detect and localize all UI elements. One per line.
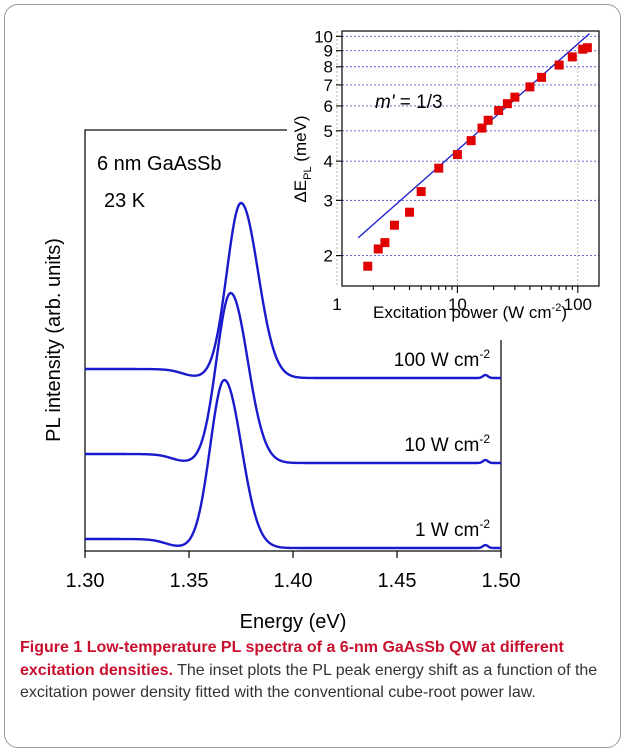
inset-data-point [434,163,444,173]
inset-data-point [466,136,476,146]
main-x-axis-label: Energy (eV) [240,611,347,632]
main-x-tick-label: 1.30 [66,570,105,592]
main-x-ticks: 1.30 1.35 1.40 1.45 1.50 [66,551,521,592]
fit-line [357,33,590,239]
main-x-tick-label: 1.35 [170,570,209,592]
series-label: 10 W cm-2 [404,432,490,456]
series-label: 1 W cm-2 [415,517,490,541]
inset-x-tick-label: 100 [564,295,592,314]
inset-y-tick-label: 6 [324,97,333,116]
caption-title: Low-temperature PL spectra of a 6-nm GaA… [20,639,564,679]
inset-data-point [510,92,520,102]
main-series-labels: 100 W cm-2 10 W cm-2 1 W cm-2 [394,347,491,541]
inset-y-tick-label: 5 [324,122,333,141]
main-x-tick-label: 1.50 [482,570,521,592]
inset-data-point [525,82,535,92]
inset-data-point [537,72,547,82]
inset-data-point [567,52,577,62]
caption-body: The inset plots the PL peak energy shift… [20,661,598,702]
inset-data-point [389,220,399,230]
main-x-tick-label: 1.40 [274,570,313,592]
series-label: 100 W cm-2 [394,347,491,371]
spectrum-curve [84,201,502,380]
slope-annotation: m' = 1/3 [375,92,443,113]
inset-data-point [582,43,592,53]
spectrum-curve [84,378,502,550]
inset-y-axis-label: ΔEPL (meV) [291,115,314,202]
inset-plot-frame [341,30,600,287]
inset-data-point [554,60,564,70]
inset-y-tick-label: 10 [314,27,333,46]
sample-annotation: 6 nm GaAsSb [97,153,222,175]
inset-y-tick-label: 4 [324,152,333,171]
inset-data-point [452,150,462,160]
inset-data-point [416,187,426,197]
figure-canvas: 1.30 1.35 1.40 1.45 1.50 100 W cm-2 10 W cm-2… [43,22,609,632]
inset-data-point [483,115,493,125]
inset-data-point [502,99,512,109]
inset-x-tick-label: 1 [332,295,341,314]
inset-data-point [380,238,390,248]
figure-frame [4,4,621,748]
inset-y-tick-label: 8 [324,58,333,77]
inset-background [287,22,609,340]
caption-label: Figure 1 [20,639,83,656]
inset-data-points [363,43,592,271]
inset-grid [336,31,599,286]
inset-data-point [373,244,383,254]
inset-data-point [363,261,373,271]
spectrum-curve [84,291,502,465]
inset-data-point [404,207,414,217]
inset-x-axis-label: Excitation power (W cm-2) [373,302,567,322]
main-spectra-curves [84,201,502,550]
main-y-axis-label: PL intensity (arb. units) [43,238,65,442]
inset-data-point [578,44,588,54]
inset-y-tick-label: 9 [324,42,333,61]
inset-y-tick-label: 7 [324,76,333,95]
temperature-annotation: 23 K [104,190,146,212]
inset-x-tick-label: 10 [448,295,467,314]
inset-data-point [477,123,487,133]
inset-data-point [494,106,504,116]
figure-caption: Figure 1 Low-temperature PL spectra of a… [20,637,610,705]
main-spectra-chart: 1.30 1.35 1.40 1.45 1.50 100 W cm-2 10 W cm-2… [43,129,521,632]
inset-y-tick-label: 3 [324,191,333,210]
main-x-tick-label: 1.45 [378,570,417,592]
inset-y-tick-label: 2 [324,247,333,266]
